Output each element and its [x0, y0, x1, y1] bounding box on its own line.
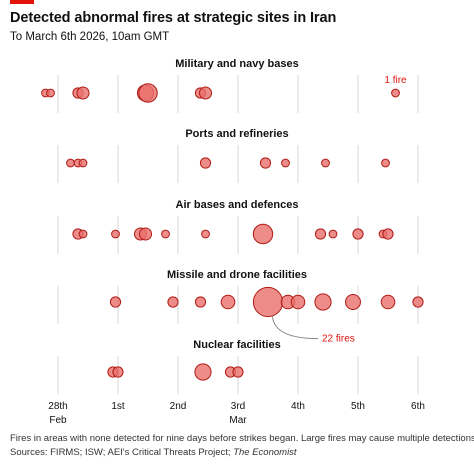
fire-bubble [76, 86, 90, 100]
fire-bubble [167, 296, 179, 308]
panel-title: Military and navy bases [175, 58, 299, 70]
fire-bubble [412, 296, 424, 308]
fire-bubble [109, 296, 122, 308]
x-tick-label: 2nd [170, 401, 187, 412]
fire-bubble [281, 158, 290, 168]
annotation-label: 1 fire [384, 75, 407, 86]
fire-bubble [198, 86, 213, 100]
x-tick-label: 3rd [231, 401, 245, 412]
x-tick-label: 5th [351, 401, 365, 412]
fire-bubble [220, 294, 236, 310]
annotation-label: 22 fires [322, 334, 355, 345]
chart-title: Detected abnormal fires at strategic sit… [10, 10, 337, 26]
fire-bubble [382, 228, 394, 240]
fire-bubble [352, 228, 364, 240]
fire-bubble [112, 366, 124, 378]
fire-bubble [201, 229, 210, 239]
panel-title: Nuclear facilities [193, 339, 280, 351]
fire-bubble [161, 229, 170, 239]
x-tick-label: 1st [111, 401, 125, 412]
panel-title: Air bases and defences [176, 199, 299, 211]
fire-bubble [194, 363, 212, 381]
fire-bubble [314, 293, 332, 311]
fire-bubble [194, 296, 207, 308]
fire-bubble [345, 294, 361, 310]
fire-bubble [328, 229, 338, 239]
sources-text: Sources: FIRMS; ISW; AEI's Critical Thre… [10, 447, 234, 458]
fire-bubble [232, 366, 244, 378]
fire-bubble [138, 227, 153, 241]
fire-bubble [46, 88, 55, 98]
fire-bubble [391, 88, 400, 98]
fire-bubble [138, 83, 158, 103]
bubble-chart: Military and navy bases Ports and refiner… [41, 58, 425, 426]
fire-bubble [78, 229, 88, 239]
fire-bubble [321, 158, 330, 168]
x-tick-label: 6th [411, 401, 425, 412]
annotation-leader-line [271, 315, 319, 340]
chart-footnote: Fires in areas with none detected for ni… [10, 433, 474, 444]
fire-bubble [252, 286, 284, 318]
fire-bubble [111, 229, 120, 239]
fire-bubble [290, 294, 306, 310]
fire-bubble [314, 228, 327, 240]
publisher-name: The Economist [233, 447, 297, 458]
fire-bubble [380, 294, 396, 310]
fire-bubble [78, 158, 88, 168]
fire-bubble [259, 157, 272, 169]
x-tick-month-label: Feb [49, 415, 67, 426]
panel-title: Missile and drone facilities [167, 269, 307, 281]
panel-title: Ports and refineries [185, 128, 288, 140]
brand-accent-bar [10, 0, 34, 4]
fire-bubble [66, 158, 75, 168]
x-tick-label: 28th [48, 401, 67, 412]
chart-sources: Sources: FIRMS; ISW; AEI's Critical Thre… [10, 447, 297, 458]
x-tick-label: 4th [291, 401, 305, 412]
x-tick-month-label: Mar [229, 415, 247, 426]
chart-subtitle: To March 6th 2026, 10am GMT [10, 31, 170, 43]
fire-bubble [199, 157, 212, 169]
fire-bubble [381, 158, 390, 168]
fire-bubble [252, 223, 274, 245]
